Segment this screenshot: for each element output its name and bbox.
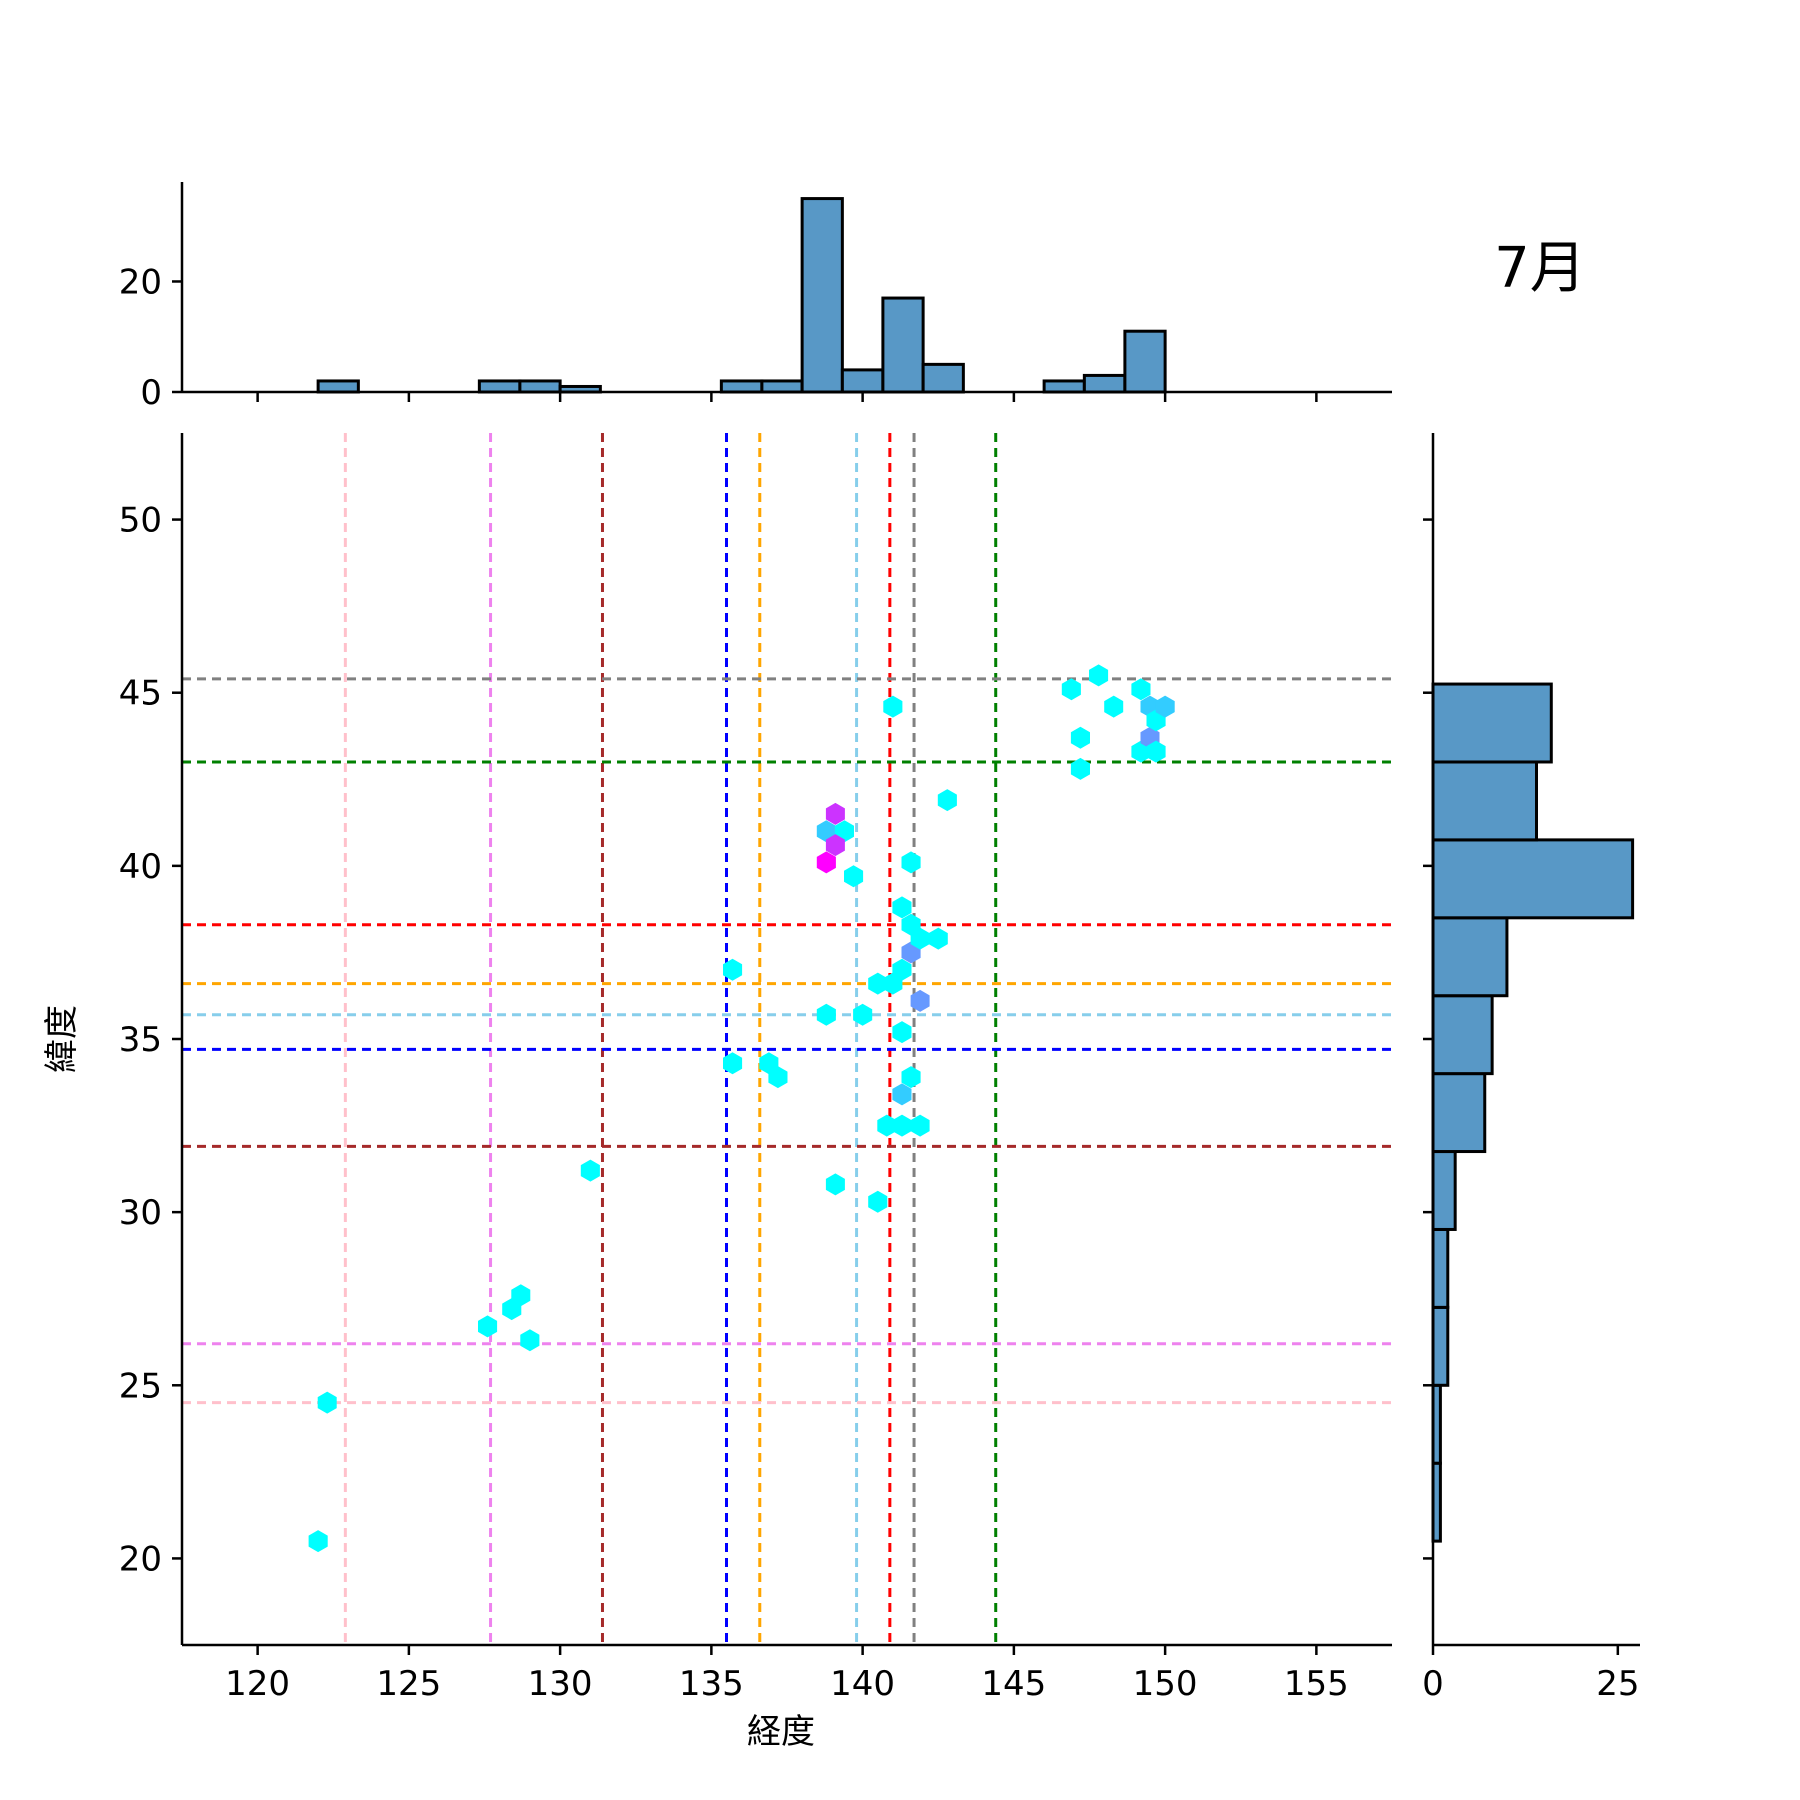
x-tick-label: 130 <box>528 1664 593 1704</box>
hexbin-point <box>1131 678 1151 701</box>
x-tick-label: 135 <box>679 1664 744 1704</box>
top-histogram-bar <box>1082 373 1127 394</box>
hexbin-point <box>825 834 845 857</box>
right-histogram-bar <box>1431 994 1494 1076</box>
hexbin-point <box>1070 726 1090 749</box>
right-histogram-bar <box>1431 682 1553 764</box>
hexbin-point <box>853 1003 873 1026</box>
hexbin-point <box>825 802 845 825</box>
hexbin-point <box>1061 678 1081 701</box>
hexbin-point <box>883 695 903 718</box>
top-y-tick-label: 0 <box>140 373 162 413</box>
hexbin-point <box>723 1052 743 1075</box>
hexbin-point <box>892 1021 912 1044</box>
hexbin-point <box>910 1114 930 1137</box>
top-histogram-bar <box>518 379 562 394</box>
hexbin-point <box>937 789 957 812</box>
hexbin-point <box>511 1284 531 1307</box>
y-tick-label: 45 <box>119 674 162 714</box>
hexbin-point <box>892 1083 912 1106</box>
hexbin-point <box>816 851 836 874</box>
hexbin-point <box>1155 695 1175 718</box>
y-tick-label: 30 <box>119 1193 162 1233</box>
reference-lines <box>182 433 1392 1645</box>
y-tick-label: 40 <box>119 847 162 887</box>
hexbin-point <box>308 1530 328 1553</box>
hexbin-point <box>910 989 930 1012</box>
top-histogram-bar <box>316 379 360 394</box>
right-histogram-bar <box>1431 1150 1457 1231</box>
right-x-tick-label: 0 <box>1422 1664 1444 1704</box>
hexbin-points <box>308 664 1175 1553</box>
top-histogram-bar <box>921 362 965 394</box>
hexbin-point <box>892 896 912 919</box>
hexbin-point <box>928 927 948 950</box>
chart-title: 7月 <box>1494 236 1586 301</box>
hexbin-point <box>723 958 743 981</box>
hexbin-point <box>868 972 888 995</box>
right-x-tick-label: 25 <box>1596 1664 1639 1704</box>
right-histogram-bar <box>1431 760 1538 842</box>
hexbin-point <box>825 1173 845 1196</box>
y-tick-label: 50 <box>119 501 162 541</box>
top-histogram-bar <box>881 296 925 394</box>
hexbin-point <box>1089 664 1109 687</box>
x-tick-label: 125 <box>376 1664 441 1704</box>
hexbin-point <box>901 1066 921 1089</box>
top-histogram-bars <box>316 197 1167 394</box>
y-axis-title: 緯度 <box>42 1005 82 1073</box>
x-axis-title: 経度 <box>747 1712 815 1752</box>
y-tick-label: 20 <box>119 1539 162 1579</box>
hexbin-point <box>877 1114 897 1137</box>
top-histogram-bar <box>1123 329 1167 394</box>
top-histogram-bar <box>477 379 522 394</box>
hexbin-point <box>1104 695 1124 718</box>
hexbin-point <box>317 1391 337 1414</box>
right-histogram-bars <box>1431 682 1635 1543</box>
x-tick-label: 145 <box>981 1664 1046 1704</box>
hexbin-point <box>768 1066 788 1089</box>
top-histogram-bar <box>840 368 885 394</box>
hexbin-point <box>844 865 864 888</box>
top-histogram-bar <box>760 379 804 394</box>
hexbin-point <box>892 1114 912 1137</box>
top-histogram-bar <box>800 197 844 394</box>
hexbin-point <box>901 851 921 874</box>
x-tick-label: 155 <box>1284 1664 1349 1704</box>
hexbin-point <box>816 1003 836 1026</box>
hexbin-point <box>580 1159 600 1182</box>
top-histogram-bar <box>1042 379 1086 394</box>
hexbin-point <box>1070 757 1090 780</box>
y-tick-label: 25 <box>119 1366 162 1406</box>
hexbin-point <box>478 1315 498 1338</box>
x-tick-label: 120 <box>225 1664 290 1704</box>
top-histogram-bar <box>719 379 764 394</box>
tick-labels: 120 125 130 135 140 145 150 155 20 25 30 35 40 45 50 0 2… <box>119 262 1640 1704</box>
hexbin-point <box>520 1329 540 1352</box>
right-histogram-bar <box>1431 838 1635 920</box>
axes <box>172 182 1640 1655</box>
y-tick-label: 35 <box>119 1020 162 1060</box>
hexbin-point <box>892 958 912 981</box>
hexbin-point <box>910 927 930 950</box>
right-histogram-bar <box>1431 1305 1450 1387</box>
x-tick-label: 140 <box>830 1664 895 1704</box>
x-tick-label: 150 <box>1133 1664 1198 1704</box>
hexbin-point <box>1146 740 1166 763</box>
top-y-tick-label: 20 <box>119 262 162 302</box>
right-histogram-bar <box>1431 1227 1450 1309</box>
right-histogram-bar <box>1431 1072 1487 1154</box>
right-histogram-bar <box>1431 916 1509 998</box>
hexbin-point <box>868 1190 888 1213</box>
